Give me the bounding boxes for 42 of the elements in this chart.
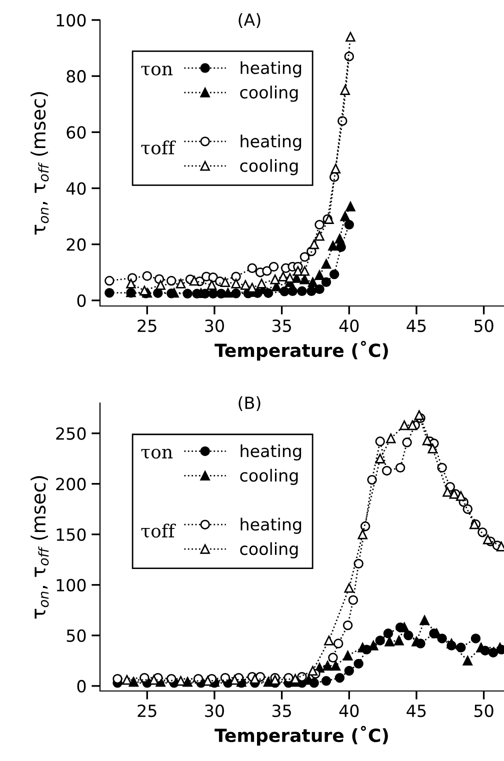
annotation: τon [141, 448, 173, 459]
y-tick-label: 100 [56, 578, 86, 592]
x-tick-label: 45 [406, 320, 426, 332]
y-tick-label: 200 [56, 478, 86, 490]
legend-label: heating [240, 134, 302, 151]
x-tick-label: 25 [138, 319, 156, 332]
y-tick-label: 40 [66, 182, 86, 195]
x-tick-label: 40 [339, 704, 359, 718]
x-tick-label: 25 [138, 704, 156, 718]
y-tick-label: 20 [66, 238, 86, 251]
legend-label: cooling [240, 468, 298, 485]
y-tick-label: 150 [56, 528, 86, 541]
x-tick-label: 50 [474, 319, 494, 332]
y-tick-label: 250 [56, 427, 86, 440]
legend-label: heating [240, 444, 302, 461]
x-tick-label: 35 [272, 704, 291, 718]
y-tick-label: 60 [66, 126, 86, 139]
y-tick-label: 80 [66, 70, 86, 83]
x-tick-label: 40 [339, 319, 359, 332]
annotation: τoff [141, 524, 176, 538]
annotation: τoff [141, 140, 176, 154]
chart-title: (A) [238, 13, 260, 28]
y-tick-label: 100 [56, 14, 86, 27]
y-axis-title: τ$_{on}$, τ$_{off}$ (msec) [30, 92, 49, 235]
annotation: τon [141, 66, 173, 76]
x-tick-label: 30 [205, 319, 224, 332]
y-axis-title: τ$_{on}$, τ$_{off}$ (msec) [30, 476, 49, 619]
y-tick-label: 50 [66, 629, 86, 642]
legend-label: cooling [240, 542, 298, 558]
x-tick-label: 35 [272, 319, 291, 332]
x-tick-label: 50 [474, 704, 494, 718]
x-axis-title: Temperature (˚C) [214, 340, 388, 361]
legend-label: cooling [240, 159, 298, 176]
y-tick-label: 0 [77, 680, 86, 693]
x-tick-label: 30 [205, 704, 224, 718]
legend-label: heating [240, 518, 302, 534]
legend-label: heating [240, 61, 302, 78]
chart-title: (B) [238, 396, 260, 412]
x-tick-label: 45 [406, 704, 426, 718]
legend-label: cooling [240, 86, 298, 102]
y-tick-label: 0 [77, 294, 86, 307]
x-axis-title: Temperature (˚C) [214, 726, 388, 746]
